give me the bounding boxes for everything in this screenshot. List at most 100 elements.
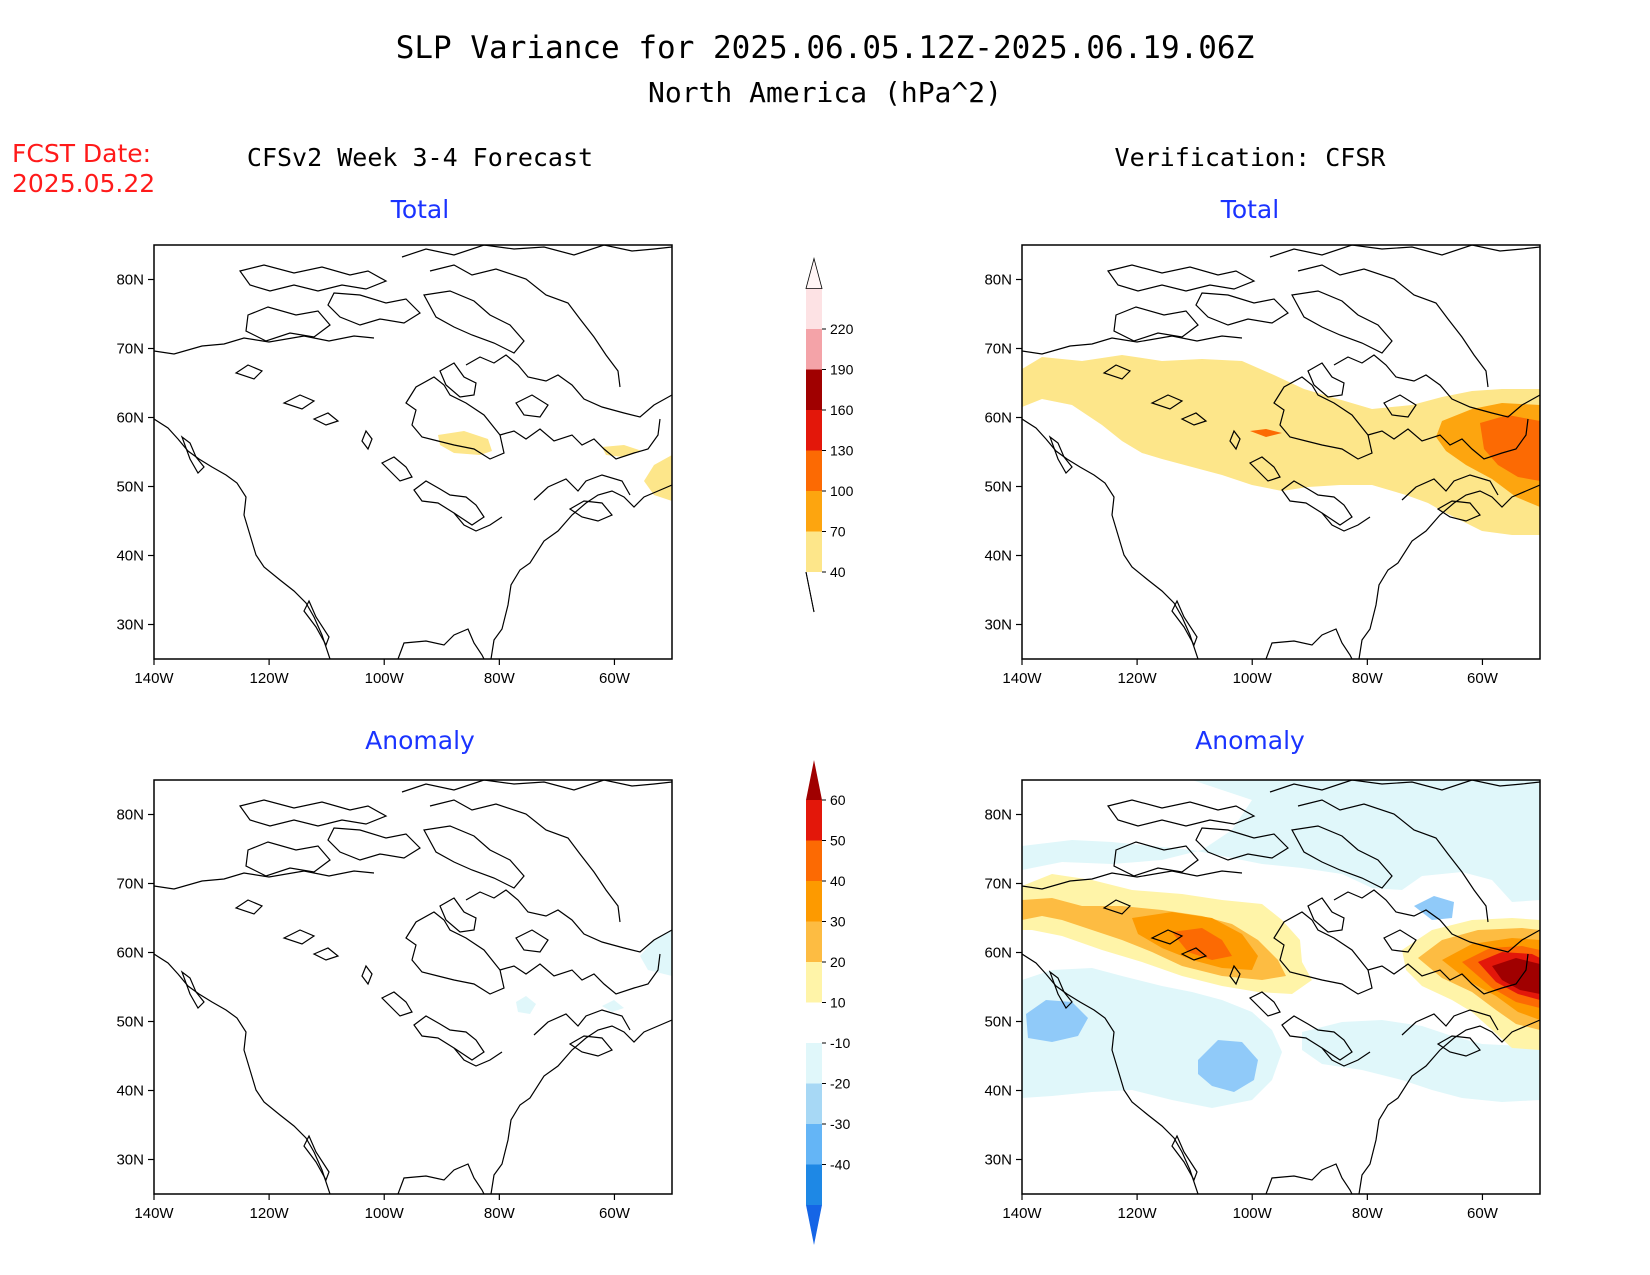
colorbar-anomaly-segment xyxy=(806,921,822,962)
lat-tick-label: 30N xyxy=(116,1152,144,1169)
shade-anom-central-neg xyxy=(1198,1040,1258,1092)
panel-title-fcst-anomaly: Anomaly xyxy=(365,726,475,755)
lat-tick-label: 30N xyxy=(984,617,1012,634)
lon-tick-label: 140W xyxy=(134,1205,174,1222)
shade-labrador-coast xyxy=(602,445,642,457)
main-subtitle: North America (hPa^2) xyxy=(648,76,1002,109)
lon-tick-label: 100W xyxy=(365,670,405,687)
main-title: SLP Variance for 2025.06.05.12Z-2025.06.… xyxy=(396,30,1255,66)
shading-fcst-anomaly xyxy=(516,930,672,1014)
panel-frame xyxy=(1021,779,1541,1195)
lat-tick-label: 60N xyxy=(116,945,144,962)
colorbar-total-segment xyxy=(806,369,822,410)
lat-tick-label: 60N xyxy=(984,410,1012,427)
colorbar-total-label: 70 xyxy=(830,524,846,540)
colorbar-anomaly: 60 50 40 30 20 10 -10 -20 -30 -40 xyxy=(806,760,850,1245)
colorbar-anomaly-upper-arrow xyxy=(806,760,822,800)
shading-verif-total xyxy=(1022,355,1540,535)
colorbar-anomaly-label: 40 xyxy=(830,873,846,889)
panel-title-fcst-total: Total xyxy=(390,195,449,224)
colorbar-total-label: 100 xyxy=(830,483,854,499)
colorbar-anomaly-segment xyxy=(806,800,822,841)
colorbar-anomaly-label: 30 xyxy=(830,914,846,930)
colorbar-anomaly-segment xyxy=(806,962,822,1003)
colorbar-total-segment xyxy=(806,410,822,451)
lon-tick-label: 140W xyxy=(1002,1205,1042,1222)
colorbar-total-segment xyxy=(806,288,822,329)
lon-tick-label: 80W xyxy=(484,670,516,687)
colorbar-anomaly-segment xyxy=(806,1002,822,1043)
colorbar-total-label: 160 xyxy=(830,402,854,418)
colorbar-anomaly-label: -40 xyxy=(830,1157,850,1173)
colorbar-anomaly-label: 10 xyxy=(830,995,846,1011)
map-panel-fcst-anomaly xyxy=(153,779,673,1195)
lat-tick-label: 50N xyxy=(984,479,1012,496)
lon-tick-label: 60W xyxy=(1467,1205,1499,1222)
map-panel-verif-anomaly xyxy=(1021,779,1541,1195)
lat-tick-label: 60N xyxy=(116,410,144,427)
colorbar-total-label: 220 xyxy=(830,321,854,337)
panel-frame xyxy=(153,244,673,660)
shade-anom-labrador-east xyxy=(640,930,672,976)
colorbar-anomaly-label: -10 xyxy=(830,1035,850,1051)
lon-tick-label: 100W xyxy=(1233,1205,1273,1222)
colorbar-total-label: 190 xyxy=(830,362,854,378)
lon-tick-label: 120W xyxy=(250,670,290,687)
shade-anom-pacific-neg xyxy=(1026,1000,1088,1042)
shading-verif-anomaly xyxy=(1022,780,1540,1108)
colorbar-total-upper-arrow xyxy=(805,256,823,289)
lon-tick-label: 60W xyxy=(1467,670,1499,687)
shade-anom-east xyxy=(1302,1020,1540,1102)
shade-anom-james-bay xyxy=(516,996,536,1014)
colorbar-anomaly-label: 60 xyxy=(830,792,846,808)
shade-anom-baffin-neg xyxy=(1414,896,1454,920)
lat-tick-label: 30N xyxy=(116,617,144,634)
lon-tick-label: 60W xyxy=(599,1205,631,1222)
colorbar-total-segment xyxy=(806,491,822,532)
lat-tick-label: 40N xyxy=(116,1083,144,1100)
shade-total-athabasca xyxy=(1250,429,1282,437)
lon-tick-label: 80W xyxy=(484,1205,516,1222)
colorbar-anomaly-segment xyxy=(806,1164,822,1205)
lon-tick-label: 140W xyxy=(134,670,174,687)
lat-tick-label: 70N xyxy=(984,876,1012,893)
colorbar-anomaly-segment xyxy=(806,1124,822,1165)
panel-frame xyxy=(1021,244,1541,660)
lat-tick-label: 60N xyxy=(984,945,1012,962)
colorbar-anomaly-lower-arrow xyxy=(806,1205,822,1245)
colorbar-anomaly-label: -20 xyxy=(830,1076,850,1092)
colorbar-total-label: 40 xyxy=(830,564,846,580)
colorbar-anomaly-segment xyxy=(806,1083,822,1124)
lat-tick-label: 40N xyxy=(984,548,1012,565)
colorbar-total-segment xyxy=(806,450,822,491)
coastline xyxy=(154,245,672,659)
lon-tick-label: 80W xyxy=(1352,670,1384,687)
map-panel-verif-total xyxy=(1021,244,1541,660)
lat-tick-label: 80N xyxy=(116,807,144,824)
shade-total-band xyxy=(1022,355,1540,535)
fcst-date-label: FCST Date: xyxy=(12,139,151,168)
lat-tick-label: 40N xyxy=(984,1083,1012,1100)
lon-tick-label: 120W xyxy=(250,1205,290,1222)
lat-tick-label: 50N xyxy=(984,1014,1012,1031)
colorbar-total-segment xyxy=(806,329,822,370)
lat-tick-label: 50N xyxy=(116,1014,144,1031)
fcst-date-value: 2025.05.22 xyxy=(12,169,155,198)
colorbar-anomaly-segment xyxy=(806,1043,822,1084)
lon-tick-label: 100W xyxy=(365,1205,405,1222)
coastline xyxy=(154,780,672,1194)
colorbar-anomaly-label: -30 xyxy=(830,1116,850,1132)
lat-tick-label: 40N xyxy=(116,548,144,565)
right-column-title: Verification: CFSR xyxy=(1115,143,1387,172)
lat-tick-label: 70N xyxy=(116,876,144,893)
panel-frame xyxy=(153,779,673,1195)
lat-tick-label: 70N xyxy=(984,341,1012,358)
lat-tick-label: 70N xyxy=(116,341,144,358)
lat-tick-label: 30N xyxy=(984,1152,1012,1169)
shade-anom-gulf xyxy=(602,1000,624,1012)
shade-anom-lab-60 xyxy=(1492,958,1540,994)
shade-hudson-south xyxy=(438,431,492,455)
left-column-title: CFSv2 Week 3-4 Forecast xyxy=(247,143,593,172)
colorbar-anomaly-segment xyxy=(806,881,822,922)
